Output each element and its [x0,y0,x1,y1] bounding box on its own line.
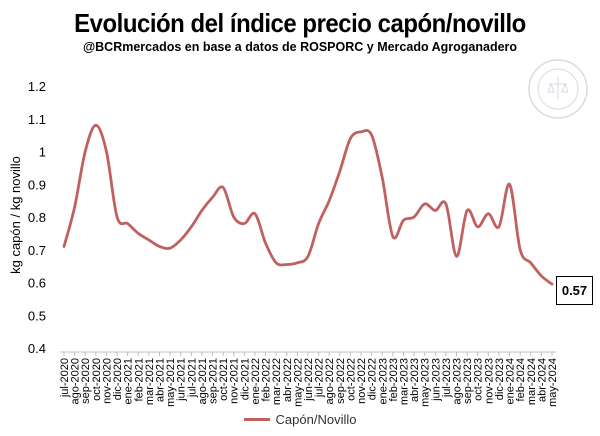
y-tick-label: 1.1 [28,112,46,127]
x-tick-label: may-2021 [165,358,177,407]
x-tick-label: jun-2021 [176,358,188,402]
x-tick-label: sep-2023 [462,358,474,404]
x-tick-label: dic-2021 [239,358,251,400]
x-tick-label: jun-2022 [303,358,315,402]
y-tick-label: 1.2 [28,79,46,94]
x-tick-label: mar-2022 [271,358,283,405]
x-tick-label: nov-2022 [356,358,368,404]
x-tick-label: may-2024 [547,358,559,407]
x-tick-label: jul-2020 [59,358,71,398]
x-tick-label: abr-2021 [154,358,166,402]
x-tick-label: ago-2021 [197,358,209,405]
x-tick-label: feb-2022 [261,358,273,401]
x-tick-label: nov-2020 [101,358,113,404]
x-tick-label: oct-2021 [218,358,230,401]
x-tick-label: ago-2022 [324,358,336,405]
y-tick-label: 0.5 [28,308,46,323]
x-tick-label: jul-2023 [441,358,453,398]
x-tick-label: ago-2020 [70,358,82,405]
y-tick-label: 0.7 [28,243,46,258]
x-tick-label: nov-2023 [483,358,495,404]
legend-swatch [243,418,270,421]
y-axis: 0.4 0.5 0.6 0.7 0.8 0.9 1 1.1 1.2 [28,79,46,356]
x-tick-label: jul-2022 [314,358,326,398]
seal-watermark-icon [528,59,588,119]
x-tick-label: oct-2023 [473,358,485,401]
x-axis: jul-2020ago-2020sep-2020oct-2020nov-2020… [59,351,559,407]
x-tick-label: oct-2020 [91,358,103,401]
x-tick-label: dic-2020 [112,358,124,400]
x-tick-label: ago-2023 [452,358,464,405]
y-axis-label: kg capón / kg novillo [8,156,23,274]
x-tick-label: may-2022 [292,358,304,407]
x-tick-label: sep-2020 [80,358,92,404]
x-tick-label: mar-2021 [144,358,156,405]
x-tick-label: mar-2023 [398,358,410,405]
x-tick-label: abr-2023 [409,358,421,402]
legend: Capón/Novillo [0,412,600,427]
x-tick-label: jul-2021 [186,358,198,398]
series-line-capon-novillo [62,123,554,286]
x-tick-label: abr-2024 [536,358,548,402]
x-tick-label: dic-2023 [494,358,506,400]
x-tick-label: sep-2022 [335,358,347,404]
y-tick-label: 0.8 [28,210,46,225]
y-tick-label: 1 [39,145,46,160]
x-tick-label: ene-2023 [377,358,389,405]
x-tick-label: jun-2023 [430,358,442,402]
x-tick-label: feb-2024 [515,358,527,401]
series-group [62,123,554,286]
x-tick-label: ene-2024 [505,358,517,405]
x-tick-label: feb-2023 [388,358,400,401]
x-tick-label: abr-2022 [282,358,294,402]
x-tick-label: ene-2022 [250,358,262,405]
last-value-label: 0.57 [556,276,593,305]
x-tick-label: may-2023 [420,358,432,407]
legend-label: Capón/Novillo [275,412,357,427]
chart-subtitle: @BCRmercados en base a datos de ROSPORC … [82,40,518,54]
x-tick-label: sep-2021 [208,358,220,404]
x-tick-label: nov-2021 [229,358,241,404]
x-tick-label: feb-2021 [133,358,145,401]
x-tick-label: mar-2024 [526,358,538,405]
x-tick-label: ene-2021 [123,358,135,405]
y-tick-label: 0.4 [28,341,46,356]
chart-title: Evolución del índice precio capón/novill… [74,8,526,38]
x-tick-label: dic-2022 [367,358,379,400]
y-tick-label: 0.9 [28,177,46,192]
x-tick-label: oct-2022 [345,358,357,401]
y-tick-label: 0.6 [28,276,46,291]
